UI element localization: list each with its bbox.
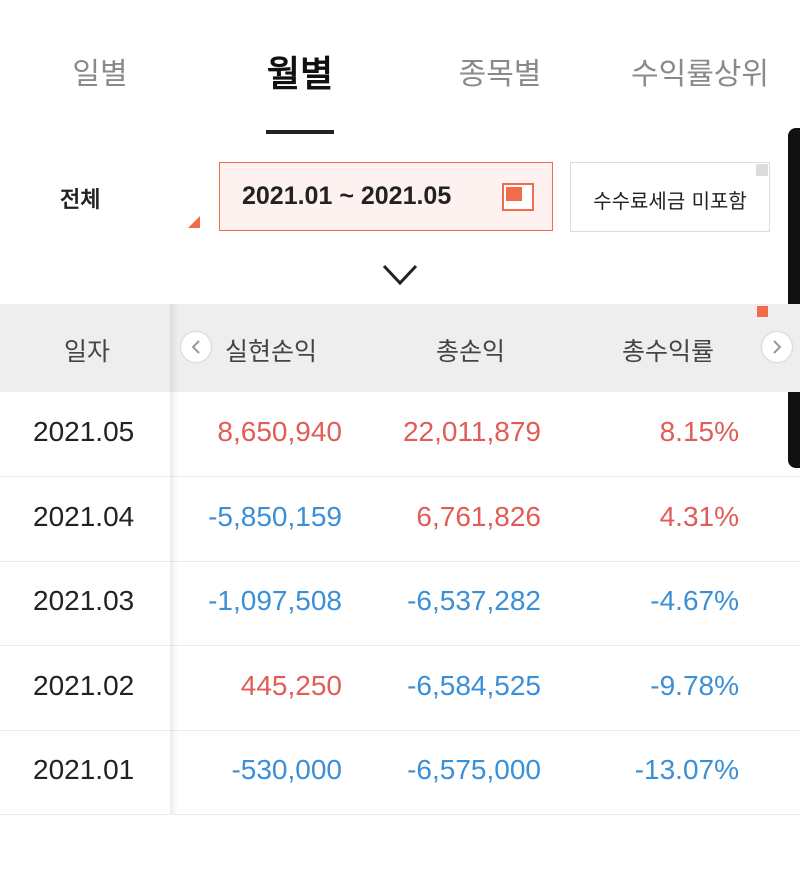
cell-realized: -530,000 [231,754,342,785]
table-row[interactable]: 2021.04 -5,850,159 6,761,826 4.31% [0,477,800,562]
cell-total: 22,011,879 [402,416,541,447]
cell-realized: -5,850,159 [208,501,342,532]
fee-tax-toggle-button[interactable]: 수수료세금 미포함 [570,162,770,232]
chevron-left-icon [191,340,200,354]
column-header-total: 총손익 [436,337,506,366]
cell-realized: -1,097,508 [208,585,342,616]
date-range-text: 2021.01 ~ 2021.05 [242,182,452,210]
cell-realized: 445,250 [240,670,342,701]
chevron-down-icon[interactable] [380,262,420,288]
cell-total: -6,584,525 [407,670,541,701]
period-tabs: 일별 월별 종목별 수익률상위 [0,0,800,135]
toggle-corner-icon [756,164,768,176]
scroll-columns-right-button[interactable] [762,332,792,362]
cell-rate: 8.15% [659,416,739,447]
account-filter-select[interactable]: 전체 [40,168,202,230]
date-range-picker[interactable]: 2021.01 ~ 2021.05 [219,162,553,231]
cell-date: 2021.02 [33,670,135,701]
cell-rate: 4.31% [659,501,739,532]
tab-monthly[interactable]: 월별 [266,54,334,95]
column-header-date: 일자 [64,337,111,366]
dropdown-corner-icon [188,216,200,228]
cell-date: 2021.01 [33,754,135,785]
tab-by-stock[interactable]: 종목별 [458,57,542,92]
chevron-right-icon [773,340,782,354]
table-row[interactable]: 2021.03 -1,097,508 -6,537,282 -4.67% [0,561,800,646]
table-row[interactable]: 2021.01 -530,000 -6,575,000 -13.07% [0,730,800,815]
table-row[interactable]: 2021.02 445,250 -6,584,525 -9.78% [0,646,800,731]
column-marker [757,306,768,317]
column-header-realized: 실현손익 [225,337,318,366]
fee-tax-toggle-label: 수수료세금 미포함 [593,189,747,213]
fixed-column-divider [170,304,178,814]
cell-date: 2021.05 [33,416,135,447]
tab-top-returns[interactable]: 수익률상위 [631,57,769,92]
calendar-icon[interactable] [502,183,534,211]
table-header: 일자 실현손익 총손익 총수익률 [0,304,800,392]
cell-rate: -4.67% [650,585,739,616]
cell-realized: 8,650,940 [217,416,342,447]
cell-date: 2021.04 [33,501,135,532]
tab-daily[interactable]: 일별 [72,57,128,92]
cell-rate: -9.78% [650,670,739,701]
scroll-columns-left-button[interactable] [181,332,211,362]
cell-date: 2021.03 [33,585,135,616]
cell-total: -6,537,282 [407,585,541,616]
active-tab-indicator [266,130,334,134]
cell-total: 6,761,826 [416,501,541,532]
column-header-rate: 총수익률 [622,337,715,366]
cell-rate: -13.07% [634,754,739,785]
account-filter-label: 전체 [60,188,101,213]
table-row[interactable]: 2021.05 8,650,940 22,011,879 8.15% [0,392,800,477]
cell-total: -6,575,000 [407,754,541,785]
